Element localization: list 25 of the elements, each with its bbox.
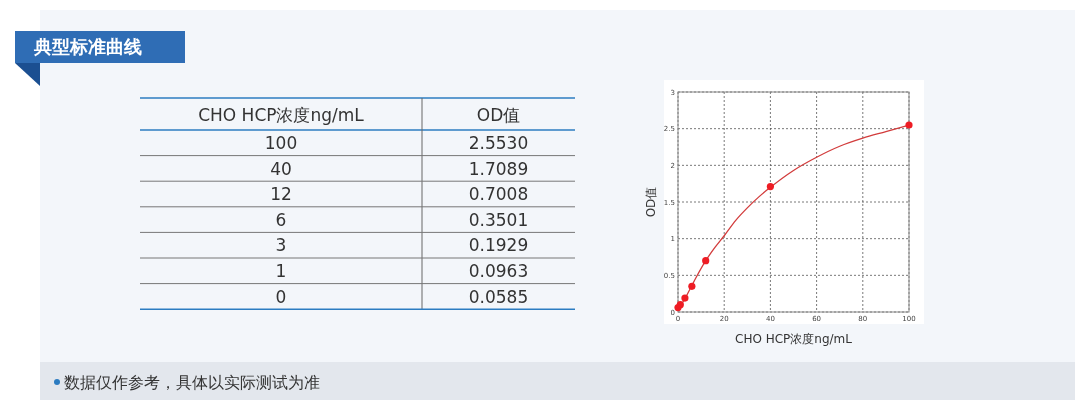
y-axis-title: OD值 — [644, 186, 658, 218]
category-label: 0 — [275, 286, 287, 307]
point — [905, 121, 913, 129]
text: 0.0585 — [468, 286, 529, 307]
point — [766, 183, 774, 191]
text: 0.1929 — [468, 235, 529, 256]
category-label: 6 — [275, 209, 287, 230]
category-label: 1 — [275, 261, 287, 281]
text: 典型标准曲线 — [33, 36, 142, 57]
category-label: 12 — [270, 184, 292, 205]
x-axis-title: CHO HCP浓度ng/mL — [735, 332, 853, 346]
text: 数据仅作参考，具体以实际测试为准 — [64, 373, 320, 392]
text: 0.7008 — [468, 184, 529, 205]
category-label: 100 — [264, 133, 298, 153]
category-label: 40 — [270, 158, 292, 179]
text: 2.5530 — [468, 133, 529, 153]
text: 0.3501 — [468, 209, 529, 230]
point — [702, 257, 710, 265]
category-label: 3 — [275, 235, 287, 256]
text: CHO HCP浓度ng/mL — [198, 105, 365, 125]
text: 0.0963 — [468, 261, 529, 281]
text: 1.7089 — [468, 158, 529, 179]
text: OD值 — [476, 105, 521, 125]
point — [681, 294, 689, 302]
point — [688, 282, 696, 290]
